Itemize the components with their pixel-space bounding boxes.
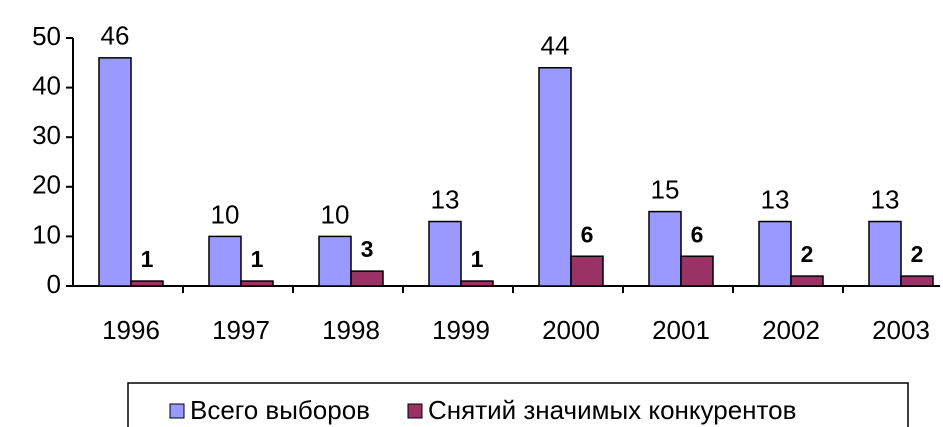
x-tick-label: 1999 [432, 315, 490, 345]
legend-label: Снятий значимых конкурентов [428, 395, 796, 425]
value-label: 2 [911, 241, 924, 267]
bar [98, 57, 132, 287]
legend-label: Всего выборов [190, 395, 370, 425]
x-tick-label: 2002 [762, 315, 820, 345]
bar [680, 255, 714, 287]
value-label: 10 [321, 199, 350, 229]
y-tick-label: 10 [32, 219, 61, 249]
value-label: 6 [581, 221, 594, 247]
y-tick-label: 0 [47, 269, 61, 299]
y-tick-label: 50 [32, 21, 61, 51]
value-label: 13 [431, 184, 460, 214]
bar [460, 280, 494, 287]
x-tick-label: 2003 [872, 315, 930, 345]
y-tick-label: 30 [32, 120, 61, 150]
y-tick-label: 20 [32, 170, 61, 200]
x-tick-label: 2001 [652, 315, 710, 345]
value-label: 1 [141, 246, 154, 272]
bar [428, 220, 462, 287]
bar [648, 210, 682, 287]
value-label: 1 [251, 246, 264, 272]
bar [318, 235, 352, 287]
legend-box [127, 382, 909, 427]
bar [538, 67, 572, 287]
bar [868, 220, 902, 287]
value-label: 3 [361, 236, 374, 262]
value-label: 44 [541, 31, 570, 61]
x-tick-label: 1998 [322, 315, 380, 345]
bar [790, 275, 824, 287]
bar [350, 270, 384, 287]
value-label: 10 [211, 199, 240, 229]
value-label: 13 [761, 184, 790, 214]
bar [240, 280, 274, 287]
value-label: 15 [651, 174, 680, 204]
value-label: 1 [471, 246, 484, 272]
x-tick-label: 1997 [212, 315, 270, 345]
bar [208, 235, 242, 287]
value-label: 46 [101, 21, 130, 51]
value-label: 13 [871, 184, 900, 214]
value-label: 2 [801, 241, 814, 267]
y-tick-label: 40 [32, 70, 61, 100]
x-tick-label: 2000 [542, 315, 600, 345]
bar [900, 275, 934, 287]
bar [758, 220, 792, 287]
value-label: 6 [691, 221, 704, 247]
legend-swatch [407, 403, 423, 419]
legend-swatch [169, 403, 185, 419]
x-tick-label: 1996 [102, 315, 160, 345]
bar [570, 255, 604, 287]
bar [130, 280, 164, 287]
